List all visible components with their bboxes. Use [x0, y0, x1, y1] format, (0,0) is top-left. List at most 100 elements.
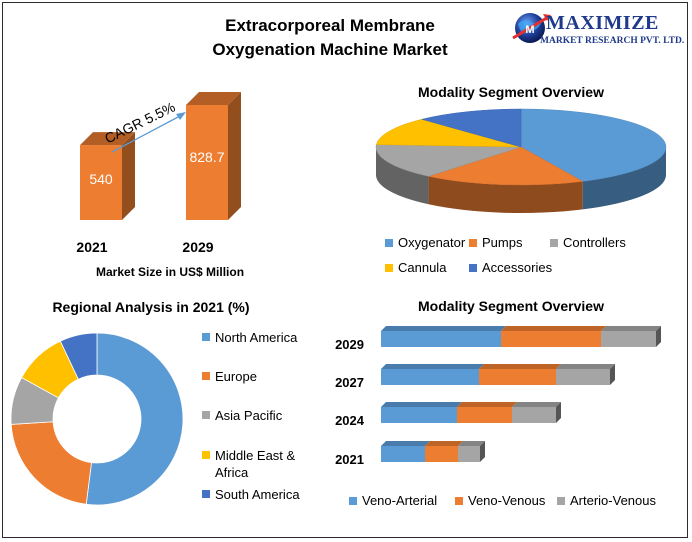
donut-slice: [85, 332, 184, 506]
legend-swatch: [202, 411, 210, 419]
stack-bar-side: [656, 326, 661, 347]
legend-swatch: [202, 333, 210, 341]
market-bar: [186, 105, 228, 220]
legend-swatch: [385, 239, 393, 247]
legend-swatch: [469, 264, 477, 272]
pie-slice-cannula: [375, 119, 522, 148]
page-title: Extracorporeal Membrane Oxygenation Mach…: [185, 14, 475, 62]
stack-bar-top: [381, 402, 462, 407]
stack-bar-top: [501, 326, 606, 331]
stack-bar-top: [425, 441, 463, 446]
stack-legend-item: Veno-Venous: [455, 493, 545, 508]
pie-legend-item: Accessories: [469, 260, 552, 275]
legend-label: Oxygenator: [398, 235, 466, 250]
stacked-title: Modality Segment Overview: [418, 298, 604, 314]
market-bar-side: [228, 92, 241, 220]
legend-swatch: [385, 264, 393, 272]
pie-legend-item: Controllers: [550, 235, 626, 250]
legend-label: North America: [215, 330, 298, 345]
title-line-1: Extracorporeal Membrane: [225, 16, 435, 35]
stack-bar-top: [381, 441, 430, 446]
legend-swatch: [557, 497, 565, 505]
market-year-label: 2029: [182, 239, 213, 255]
stack-segment-arterio-venous: [556, 369, 610, 385]
legend-label: Asia Pacific: [215, 408, 283, 423]
stack-segment-veno-venous: [457, 407, 512, 423]
market-bar-top: [186, 92, 241, 105]
stack-bar-top: [458, 441, 485, 446]
legend-swatch: [469, 239, 477, 247]
pie-slice-accessories: [420, 108, 522, 148]
legend-swatch: [349, 497, 357, 505]
pie-slice-side: [376, 147, 429, 205]
stack-segment-veno-arterial: [381, 407, 457, 423]
stack-bar-side: [556, 402, 561, 423]
stack-bar-top: [512, 402, 561, 407]
stack-bar-top: [479, 364, 561, 369]
regional-title: Regional Analysis in 2021 (%): [52, 299, 250, 315]
legend-swatch: [550, 239, 558, 247]
pie-legend-item: Oxygenator: [385, 235, 465, 250]
pie-slice-pumps: [427, 146, 584, 186]
legend-swatch: [202, 451, 210, 459]
legend-label: Controllers: [563, 235, 626, 250]
cagr-arrow: [111, 112, 186, 153]
stack-legend-item: Arterio-Venous: [557, 493, 656, 508]
stack-segment-veno-arterial: [381, 446, 425, 462]
stack-bar-top: [457, 402, 517, 407]
market-bar: [80, 145, 122, 220]
svg-text:M: M: [525, 24, 534, 36]
title-line-2: Oxygenation Machine Market: [212, 40, 448, 59]
stack-segment-arterio-venous: [458, 446, 480, 462]
market-bar-top: [80, 132, 135, 146]
stack-bar-top: [601, 326, 661, 331]
stack-segment-veno-venous: [425, 446, 458, 462]
market-year-label: 2021: [76, 239, 107, 255]
stack-bar-side: [480, 441, 485, 462]
logo-name: MAXIMIZE: [546, 12, 659, 34]
legend-label: Veno-Venous: [468, 493, 546, 508]
stack-segment-veno-arterial: [381, 331, 501, 347]
pie-slice-oxygenator: [520, 108, 667, 182]
stack-segment-arterio-venous: [512, 407, 556, 423]
stack-segment-veno-venous: [479, 369, 556, 385]
legend-swatch: [202, 490, 210, 498]
stack-segment-arterio-venous: [601, 331, 656, 347]
donut-legend-item: South America: [202, 486, 300, 503]
stack-legend-item: Veno-Arterial: [349, 493, 437, 508]
pie-slice-side: [582, 147, 666, 210]
legend-label: Veno-Arterial: [362, 493, 438, 508]
modality-pie-title: Modality Segment Overview: [418, 84, 604, 100]
company-logo: M MAXIMIZE MARKET RESEARCH PVT. LTD.: [506, 8, 686, 52]
pie-slice-side: [428, 176, 583, 214]
donut-slice: [59, 332, 98, 380]
stack-year-label: 2027: [335, 375, 364, 390]
legend-label: Cannula: [398, 260, 447, 275]
donut-legend-item: Europe: [202, 368, 257, 385]
legend-label: Europe: [215, 369, 257, 384]
legend-label: Middle East & Africa: [215, 448, 296, 480]
legend-label: Arterio-Venous: [570, 493, 656, 508]
market-bar-side: [122, 132, 135, 220]
legend-label: South America: [215, 487, 300, 502]
market-bar-value: 540: [89, 171, 113, 187]
stack-segment-veno-venous: [501, 331, 601, 347]
donut-legend-item: Asia Pacific: [202, 407, 282, 424]
donut-legend-item: Middle East & Africa: [202, 447, 295, 481]
legend-label: Pumps: [482, 235, 523, 250]
pie-legend-item: Pumps: [469, 235, 522, 250]
legend-swatch: [202, 372, 210, 380]
logo-tagline: MARKET RESEARCH PVT. LTD.: [540, 36, 685, 46]
market-size-xlabel: Market Size in US$ Million: [96, 265, 245, 279]
donut-legend-item: North America: [202, 329, 297, 346]
stack-bar-side: [610, 364, 615, 385]
stack-year-label: 2024: [335, 413, 365, 428]
legend-swatch: [455, 497, 463, 505]
stack-bar-top: [381, 364, 484, 369]
market-bar-value: 828.7: [189, 149, 224, 165]
